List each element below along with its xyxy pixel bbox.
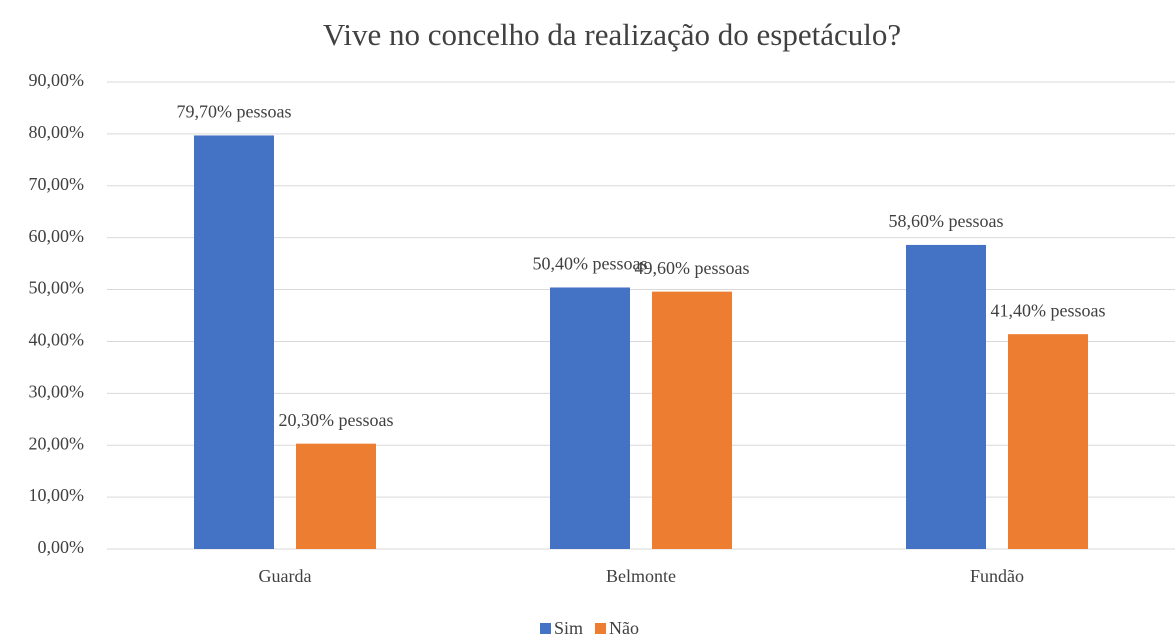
y-tick-label: 50,00% (29, 278, 85, 298)
y-tick-label: 60,00% (29, 226, 85, 246)
x-tick-label: Fundão (970, 566, 1024, 586)
y-tick-label: 0,00% (38, 537, 85, 557)
legend-label: Sim (554, 618, 583, 638)
data-label: 49,60% pessoas (635, 258, 750, 278)
y-tick-label: 20,00% (29, 433, 85, 453)
legend-label: Não (609, 618, 639, 638)
bar (906, 244, 986, 550)
data-label: 58,60% pessoas (889, 211, 1004, 231)
x-tick-label: Belmonte (606, 566, 676, 586)
y-tick-label: 40,00% (29, 330, 85, 350)
data-label: 79,70% pessoas (177, 102, 292, 122)
data-label: 41,40% pessoas (991, 300, 1106, 320)
chart-title: Vive no concelho da realização do espetá… (323, 17, 901, 52)
y-tick-label: 30,00% (29, 381, 85, 401)
legend-swatch (595, 623, 607, 634)
x-tick-label: Guarda (259, 566, 312, 586)
bar (194, 135, 274, 549)
y-tick-label: 70,00% (29, 174, 85, 194)
bar (652, 291, 732, 549)
bar (296, 443, 376, 549)
bar (1008, 334, 1088, 549)
data-label: 50,40% pessoas (533, 254, 648, 274)
y-tick-label: 80,00% (29, 122, 85, 142)
legend-swatch (540, 623, 551, 634)
y-tick-label: 10,00% (29, 485, 85, 505)
data-label: 20,30% pessoas (279, 410, 394, 430)
bar (550, 287, 630, 549)
y-tick-label: 90,00% (29, 70, 85, 90)
